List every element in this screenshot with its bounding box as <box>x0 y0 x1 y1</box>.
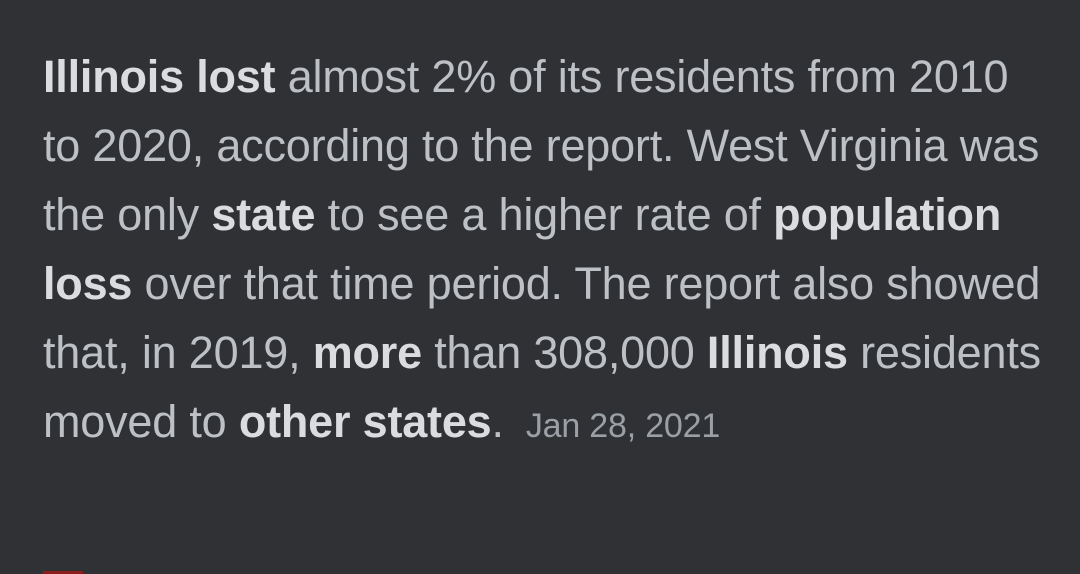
snippet-text: . <box>491 396 505 447</box>
snippet-highlight: state <box>211 189 316 240</box>
snippet-date: Jan 28, 2021 <box>525 407 721 445</box>
snippet-highlight: other states <box>238 396 492 447</box>
snippet-text: than 308,000 <box>421 327 707 378</box>
snippet-text: almost 2% of its residents from 2010 to … <box>43 51 1040 240</box>
snippet-highlight: Illinois lost <box>43 51 276 102</box>
favicon-edge <box>43 571 83 574</box>
snippet-text: residents moved to <box>43 327 1041 447</box>
snippet-highlight: more <box>312 327 422 378</box>
snippet-text: over that time period. The report also s… <box>43 258 1041 378</box>
snippet-highlight: Illinois <box>706 327 848 378</box>
snippet-text: to see a higher rate of <box>315 189 774 240</box>
featured-snippet-text: Illinois lost almost 2% of its residents… <box>43 42 1053 461</box>
snippet-highlight: population loss <box>43 189 1002 309</box>
